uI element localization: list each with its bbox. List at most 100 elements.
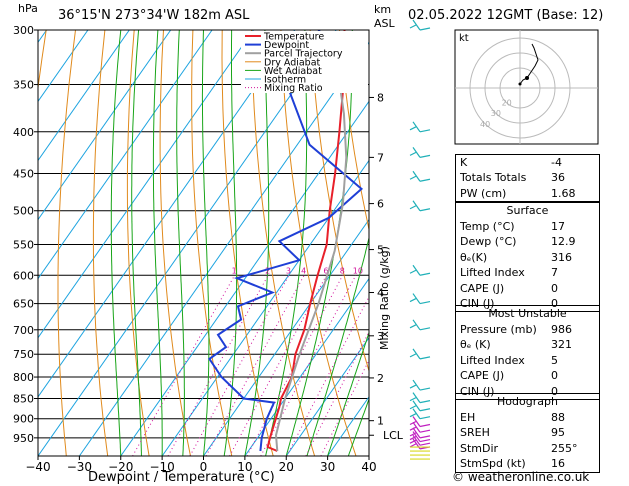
surface-row: Dewp (°C) 12.9 [456,234,599,249]
dry-adiabat-line [280,30,357,456]
index-label: K [460,156,468,169]
pressure-tick-label: 550 [13,239,34,252]
surface-row: Temp (°C) 17 [456,219,599,234]
asl-label: ASL [374,17,395,30]
surface-row: CAPE (J) 0 [456,281,599,296]
hodo-label: EH [460,411,476,424]
wind-barb [409,298,417,303]
wind-barb [412,200,421,212]
dewpoint-series [208,30,364,452]
km-label: km [374,3,392,16]
lcl-label: LCL [383,429,404,442]
mu-value: 5 [551,353,558,367]
wind-barb [419,435,431,439]
wind-barb [419,327,431,331]
wind-barb [419,387,431,391]
wind-barb [409,432,417,437]
isotherm-line [285,336,369,456]
isotherm-line [161,159,369,456]
surface-label: CIN (J) [460,296,495,310]
index-label: Totals Totals [460,171,527,185]
isotherm-line [38,30,296,398]
km-tick-label: 3 [377,330,384,343]
legend-label: Dewpoint [264,40,309,51]
x-tick-label: −30 [67,460,92,474]
dry-adiabat-line [339,30,369,232]
mixing-ratio-line [305,330,369,456]
wind-barb [409,384,417,389]
pressure-tick-label: 650 [13,298,34,311]
mixing-ratio-label: 20 [395,266,405,275]
dry-adiabat-line [92,30,109,456]
wind-barb [409,205,417,210]
hodograph-ring-label: 30 [491,109,501,118]
pressure-tick-label: 850 [13,393,34,406]
mu-value: 321 [551,338,572,352]
legend-label: Mixing Ratio [264,83,323,94]
surface-title: Surface [506,204,549,217]
x-tick-label: 20 [279,460,294,474]
wind-barb [419,129,431,133]
wind-barb [412,416,421,427]
mu-label: Pressure (mb) [460,323,537,336]
dry-adiabat-line [191,30,233,456]
legend-label: Temperature [263,32,324,43]
surface-row: CIN (J) 0 [456,296,599,311]
wind-barb [409,269,417,274]
mixing-ratio-label: 3 [286,266,291,275]
hodograph-point [518,82,522,86]
wet-adiabat-line [201,30,210,456]
mu-label: Lifted Index [460,353,525,367]
mixing-ratio-line [167,275,269,456]
x-tick-label: −40 [25,460,50,474]
isotherm-line [203,218,369,456]
dry-adiabat-line [251,30,316,456]
isotherm-line [120,100,369,456]
dry-adiabat-line [309,30,369,373]
index-row: K -4 [456,155,599,170]
km-tick-label: 7 [377,151,384,164]
mixing-ratio-line [320,359,369,456]
legend-label: Isotherm [264,75,306,86]
mixing-ratio-axis-label: Mixing Ratio (g/kg) [378,246,391,350]
km-tick-label: 2 [377,372,384,385]
legend-label: Parcel Trajectory [264,49,343,60]
km-tick-label: 4 [377,287,384,300]
mu-row: CIN (J) 0 [456,384,599,399]
index-value: 36 [551,171,565,185]
wind-barb [419,208,431,212]
temperature-series [266,30,346,452]
wind-barb [409,405,417,410]
mixing-ratio-label: 4 [301,266,306,275]
index-row: PW (cm) 1.68 [456,186,599,201]
km-tick-label: 1 [377,415,384,428]
mixing-ratio-label: 8 [340,266,345,275]
wind-barb [409,324,417,329]
mixing-ratio-label: 6 [323,266,328,275]
wet-adiabat-line [285,30,353,456]
wind-barb [409,443,417,448]
x-tick-label: 30 [320,460,335,474]
pressure-tick-label: 450 [13,168,34,181]
km-tick-label: 8 [377,91,384,104]
wet-adiabat-line [223,30,238,456]
wind-barb [419,356,431,360]
wind-barb [419,300,431,305]
wind-barb [409,397,417,402]
hodo-label: SREH [460,426,490,440]
dry-adiabat-line [57,30,76,456]
x-tick-label: 40 [361,460,376,474]
hodo-row: StmSpd (kt) 16 [456,456,599,471]
isotherm-line [38,30,130,162]
isotherm-line [78,41,369,456]
pressure-tick-label: 950 [13,432,34,445]
hodograph-stats-panel: Hodograph EH 88 SREH 95 StmDir 255° StmSpd … [455,393,600,473]
surface-value: 12.9 [551,235,576,249]
wind-barb [419,416,431,420]
wind-barb [409,413,417,418]
credit-footer: © weatheronline.co.uk [452,470,590,484]
wind-barb [412,348,421,360]
hodo-value: 255° [551,441,578,455]
wind-barb [412,379,421,391]
wind-barb [419,400,431,404]
